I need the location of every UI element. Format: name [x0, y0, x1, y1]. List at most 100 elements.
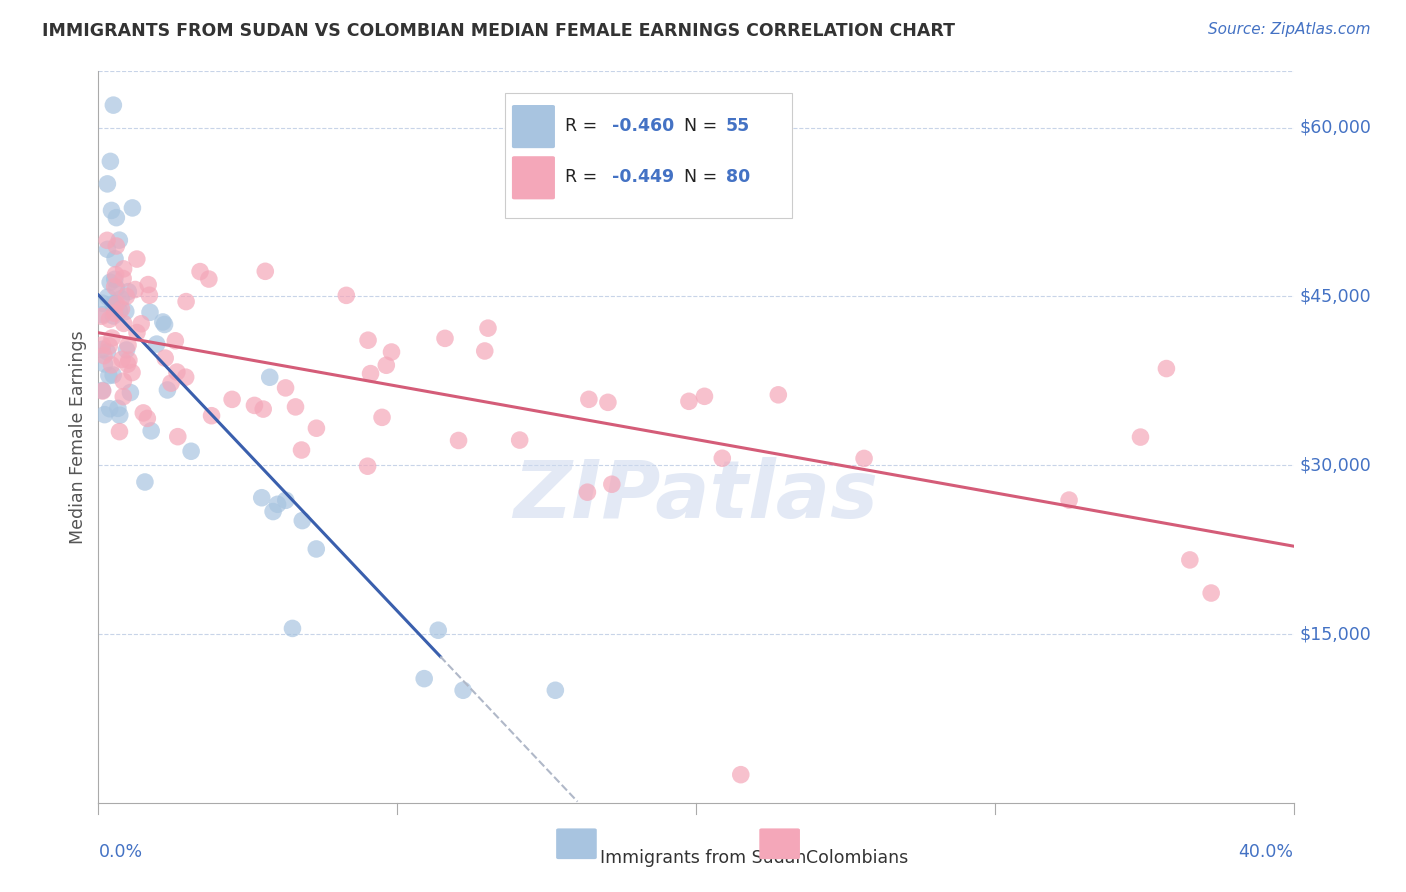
Point	[98, 275, 121, 289]
Point	[200, 409, 222, 423]
Text: Source: ZipAtlas.com: Source: ZipAtlas.com	[1208, 22, 1371, 37]
Point	[132, 406, 155, 420]
Y-axis label: Median Female Earnings: Median Female Earnings	[69, 330, 87, 544]
Point	[180, 444, 202, 458]
Point	[110, 301, 132, 316]
FancyBboxPatch shape	[512, 105, 555, 148]
Point	[711, 451, 734, 466]
Point	[198, 272, 221, 286]
Point	[103, 301, 125, 315]
Point	[101, 368, 124, 382]
Text: 40.0%: 40.0%	[1239, 843, 1294, 861]
Point	[141, 424, 163, 438]
Point	[134, 475, 156, 489]
Point	[509, 433, 531, 447]
Text: R =: R =	[565, 117, 602, 136]
Point	[112, 374, 135, 388]
Point	[125, 252, 148, 266]
Point	[250, 491, 273, 505]
Point	[274, 493, 297, 508]
Point	[117, 338, 139, 352]
Point	[101, 297, 124, 311]
Text: IMMIGRANTS FROM SUDAN VS COLOMBIAN MEDIAN FEMALE EARNINGS CORRELATION CHART: IMMIGRANTS FROM SUDAN VS COLOMBIAN MEDIA…	[42, 22, 955, 40]
Point	[91, 384, 114, 398]
Point	[104, 272, 127, 286]
Point	[108, 425, 131, 439]
Point	[678, 394, 700, 409]
Point	[98, 401, 121, 416]
Point	[371, 410, 394, 425]
Point	[96, 177, 118, 191]
Point	[165, 334, 187, 348]
Text: $45,000: $45,000	[1299, 287, 1371, 305]
Point	[97, 290, 120, 304]
Point	[1199, 586, 1222, 600]
Point	[136, 411, 159, 425]
Point	[427, 624, 450, 638]
FancyBboxPatch shape	[557, 829, 596, 859]
Point	[174, 370, 197, 384]
Point	[100, 358, 122, 372]
Point	[139, 305, 162, 319]
Point	[98, 339, 121, 353]
Text: Colombians: Colombians	[806, 849, 908, 867]
Point	[105, 239, 128, 253]
Point	[174, 294, 197, 309]
Text: 0.0%: 0.0%	[98, 843, 142, 861]
Point	[243, 398, 266, 412]
Point	[100, 203, 122, 218]
Point	[103, 98, 125, 112]
Point	[91, 384, 114, 398]
Point	[115, 343, 138, 357]
Text: 55: 55	[725, 117, 749, 136]
Point	[98, 154, 122, 169]
Text: -0.460: -0.460	[613, 117, 675, 136]
Point	[103, 306, 125, 320]
Text: Immigrants from Sudan: Immigrants from Sudan	[600, 849, 807, 867]
Point	[96, 345, 118, 359]
Text: R =: R =	[565, 169, 602, 186]
Text: ZIPatlas: ZIPatlas	[513, 457, 879, 534]
Point	[120, 385, 142, 400]
Point	[768, 388, 790, 402]
Point	[97, 368, 120, 383]
Point	[90, 310, 112, 324]
Point	[111, 352, 134, 367]
Point	[118, 353, 141, 368]
Text: -0.449: -0.449	[613, 169, 675, 186]
Point	[112, 317, 135, 331]
Point	[600, 477, 623, 491]
Point	[104, 279, 127, 293]
Point	[356, 459, 378, 474]
Point	[221, 392, 243, 407]
Point	[156, 383, 179, 397]
Point	[96, 233, 118, 247]
Point	[91, 308, 114, 322]
Point	[96, 242, 118, 256]
Point	[153, 318, 176, 332]
Point	[104, 296, 127, 310]
Point	[93, 408, 115, 422]
Point	[110, 292, 132, 306]
Point	[105, 211, 128, 225]
Point	[153, 351, 176, 365]
Point	[360, 367, 382, 381]
Point	[434, 331, 457, 345]
Point	[266, 497, 288, 511]
Point	[284, 400, 307, 414]
Point	[188, 264, 211, 278]
FancyBboxPatch shape	[505, 94, 792, 218]
Point	[124, 283, 146, 297]
Point	[596, 395, 619, 409]
Point	[93, 357, 115, 371]
Point	[152, 315, 174, 329]
Point	[474, 343, 496, 358]
Point	[259, 370, 281, 384]
Point	[693, 389, 716, 403]
Point	[103, 309, 125, 323]
Point	[357, 333, 380, 347]
Point	[91, 343, 114, 357]
Point	[1129, 430, 1152, 444]
Point	[166, 365, 188, 379]
Point	[477, 321, 499, 335]
